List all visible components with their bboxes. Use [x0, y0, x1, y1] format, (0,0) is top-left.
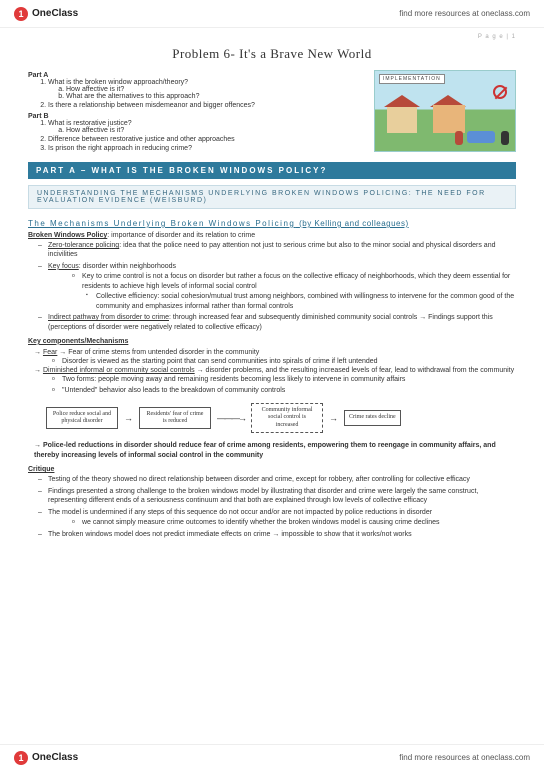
illustration-tag: IMPLEMENTATION: [379, 74, 445, 84]
list-item: The model is undermined if any steps of …: [38, 508, 516, 528]
section-subband: UNDERSTANDING THE MECHANISMS UNDERLYING …: [28, 185, 516, 209]
arrow-icon: →: [329, 413, 338, 423]
item-text: The model is undermined if any steps of …: [48, 509, 432, 516]
list-item: Two forms: people moving away and remain…: [52, 375, 516, 384]
kcm-item: Fear → Fear of crime stems from untended…: [34, 349, 516, 356]
header-link[interactable]: find more resources at oneclass.com: [399, 9, 530, 18]
flow-box: Police reduce social and physical disord…: [46, 407, 118, 429]
question-text: What is the broken window approach/theor…: [48, 79, 188, 86]
flow-diagram: Police reduce social and physical disord…: [46, 403, 516, 433]
item-label: Indirect pathway from disorder to crime: [48, 314, 169, 321]
kcm-text: → Fear of crime stems from untended diso…: [57, 349, 259, 356]
list-item: Collective efficiency: social cohesion/m…: [86, 292, 516, 311]
list-item: Key focus: disorder within neighborhoods…: [38, 262, 516, 311]
kcm-block: Fear → Fear of crime stems from untended…: [28, 349, 516, 395]
no-sign-icon: [493, 85, 507, 99]
person-icon: [501, 131, 509, 145]
footer-bar: 1 OneClass find more resources at onecla…: [0, 744, 544, 770]
person-icon: [455, 131, 463, 145]
kcm-item: Diminished informal or community social …: [34, 367, 516, 374]
page-title: Problem 6- It's a Brave New World: [28, 46, 516, 62]
mechanisms-title: The Mechanisms Underlying Broken Windows…: [28, 219, 516, 228]
kcm-lead: Diminished informal or community social …: [43, 367, 195, 374]
page-content: Problem 6- It's a Brave New World IMPLEM…: [0, 28, 544, 551]
brand-icon: 1: [14, 7, 28, 21]
list-item: Findings presented a strong challenge to…: [38, 487, 516, 506]
kcm-heading: Key components/Mechanisms: [28, 338, 516, 345]
mechanisms-title-text: The Mechanisms Underlying Broken Windows…: [28, 219, 295, 228]
arrow-icon: →: [124, 413, 133, 423]
list-item: Indirect pathway from disorder to crime:…: [38, 313, 516, 332]
bw-policy-lead: Broken Windows Policy: importance of dis…: [28, 232, 516, 239]
kcm-lead: Fear: [43, 349, 57, 356]
list-item: Disorder is viewed as the starting point…: [52, 357, 516, 366]
list-item: Testing of the theory showed no direct r…: [38, 475, 516, 484]
mechanism-list: Zero-tolerance policing: idea that the p…: [38, 241, 516, 332]
flow-box: Crime rates decline: [344, 410, 401, 425]
brand-name: OneClass: [32, 752, 78, 763]
brand-icon: 1: [14, 751, 28, 765]
brand-name: OneClass: [32, 8, 78, 19]
kcm-text: → disorder problems, and the resulting i…: [195, 367, 514, 374]
illustration: IMPLEMENTATION: [374, 70, 516, 152]
mechanisms-byline: (by Kelling and colleagues): [299, 219, 409, 228]
list-item: "Untended" behavior also leads to the br…: [52, 386, 516, 395]
brand-footer[interactable]: 1 OneClass: [14, 751, 78, 765]
list-item: The broken windows model does not predic…: [38, 530, 516, 539]
flow-box: Residents' fear of crime is reduced: [139, 407, 211, 429]
arrow-icon: ———→: [217, 413, 245, 423]
critique-list: Testing of the theory showed no direct r…: [38, 475, 516, 539]
item-label: Zero-tolerance policing: [48, 242, 119, 249]
bw-policy-text: : importance of disorder and its relatio…: [107, 232, 255, 239]
item-text: : disorder within neighborhoods: [79, 263, 176, 270]
footer-link[interactable]: find more resources at oneclass.com: [399, 753, 530, 762]
question-text: What is restorative justice?: [48, 120, 132, 127]
item-label: Key focus: [48, 263, 79, 270]
header-bar: 1 OneClass find more resources at onecla…: [0, 0, 544, 28]
flow-box-dashed: Community informal social control is inc…: [251, 403, 323, 433]
brand[interactable]: 1 OneClass: [14, 7, 78, 21]
page-number: P a g e | 1: [478, 34, 516, 40]
car-icon: [467, 131, 495, 143]
bw-policy-label: Broken Windows Policy: [28, 232, 107, 239]
list-item: Key to crime control is not a focus on d…: [72, 272, 516, 291]
police-led-reduction: Police-led reductions in disorder should…: [34, 441, 516, 461]
list-item: Zero-tolerance policing: idea that the p…: [38, 241, 516, 260]
list-item: we cannot simply measure crime outcomes …: [72, 518, 516, 527]
critique-heading: Critique: [28, 466, 516, 473]
section-band-a: PART A – WHAT IS THE BROKEN WINDOWS POLI…: [28, 162, 516, 179]
